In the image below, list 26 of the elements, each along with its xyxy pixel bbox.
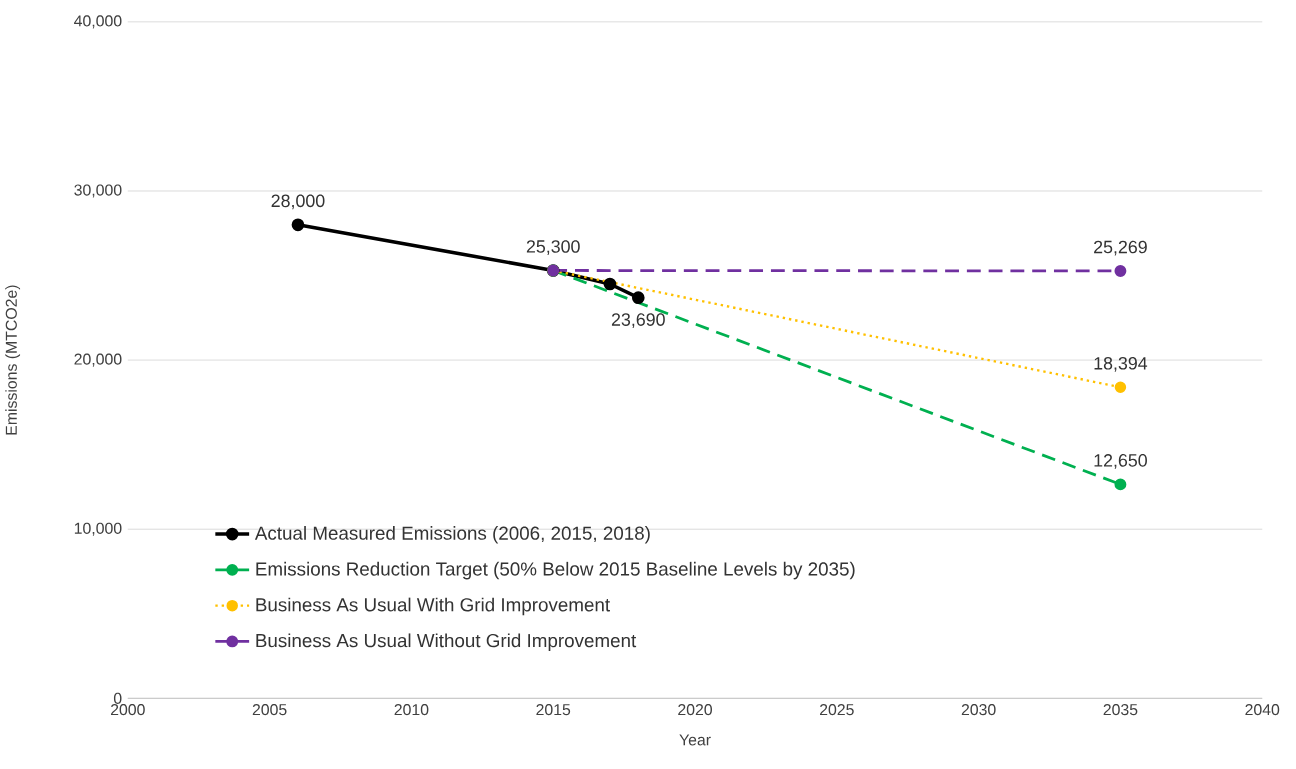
x-tick-label: 2015 [536,704,571,716]
y-tick-label: 20,000 [74,353,122,367]
x-tick-label: 2005 [252,704,287,716]
data-label: 25,300 [526,240,580,255]
x-tick-label: 2030 [961,704,996,716]
y-tick-label: 30,000 [74,184,122,198]
x-tick-label: 2010 [394,704,429,716]
legend-label: Business As Usual With Grid Improvement [256,597,610,616]
data-label: 12,650 [1094,454,1147,469]
y-tick-label: 40,000 [74,15,122,29]
y-tick-label: 0 [113,692,122,704]
x-tick-label: 2025 [820,704,854,716]
data-label: 25,269 [1094,240,1147,256]
legend-label: Emissions Reduction Target (50% Below 2015 Baseline Levels by 2035) [256,561,855,580]
data-label: 28,000 [271,194,325,210]
x-axis-title: Year [679,734,711,746]
x-tick-label: 2000 [110,704,145,716]
data-label: 23,690 [611,313,665,329]
x-tick-label: 2035 [1103,704,1138,716]
y-axis-title: Emissions (MTCO2e) [5,285,21,435]
data-label: 18,394 [1094,357,1148,372]
x-tick-label: 2040 [1245,704,1280,716]
legend-label: Actual Measured Emissions (2006, 2015, 2018) [254,526,650,544]
x-tick-label: 2020 [678,704,713,716]
legend-label: Business As Usual Without Grid Improvement [256,633,637,652]
y-tick-label: 10,000 [74,522,122,536]
